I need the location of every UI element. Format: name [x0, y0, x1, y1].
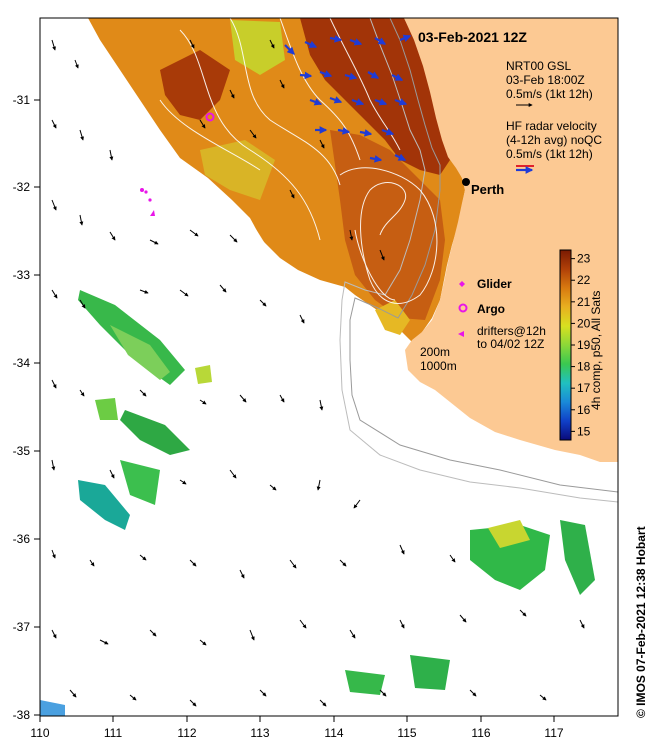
colorbar-tick-label: 22 [577, 273, 591, 287]
drifter-tracks [140, 188, 155, 216]
x-tick-label: 116 [471, 726, 490, 740]
colorbar-tick-label: 23 [577, 252, 591, 266]
x-tick-label: 115 [397, 726, 416, 740]
imos-credit: © IMOS 07-Feb-2021 12:38 Hobart [634, 526, 648, 718]
isobath-1000-label: 1000m [420, 359, 457, 373]
sst-cool-patch-2 [120, 410, 190, 455]
x-tick-label: 117 [544, 726, 563, 740]
sst-cool-patch-6 [410, 655, 450, 690]
colorbar-tick-label: 17 [577, 381, 591, 395]
isobath-1000m [339, 18, 618, 503]
sst-cool-patch-7 [345, 670, 385, 695]
sst-small-yellow-1 [195, 365, 212, 384]
y-tick-label: -35 [13, 444, 31, 458]
plot-frame [39, 17, 619, 717]
y-tick-label: -31 [13, 93, 31, 107]
model-legend-time: 03-Feb 18:00Z [506, 73, 585, 87]
y-axis: -31 -32 -33 -34 -35 -36 -37 -38 [13, 93, 40, 722]
x-tick-label: 110 [30, 726, 49, 740]
sst-yellow-patch [200, 140, 275, 200]
radar-legend-scale: 0.5m/s (1kt 12h) [506, 147, 593, 161]
x-tick-label: 112 [177, 726, 196, 740]
glider-legend-label: Glider [477, 277, 512, 291]
x-tick-label: 113 [250, 726, 269, 740]
sst-cool-patch-8 [95, 398, 118, 420]
hf-radar-arrows [284, 34, 412, 163]
y-tick-label: -34 [13, 356, 31, 370]
model-current-arrows [51, 39, 585, 707]
perth-marker [462, 178, 470, 186]
colorbar-tick-label: 21 [577, 295, 591, 309]
city-label-perth: Perth [471, 182, 504, 197]
sst-cool-patch-5 [560, 520, 595, 595]
sst-small-blue-1 [40, 700, 65, 716]
radar-legend-sub: (4-12h avg) noQC [506, 133, 602, 147]
radar-legend-title: HF radar velocity [506, 119, 597, 133]
model-legend-title: NRT00 GSL [506, 59, 571, 73]
y-tick-label: -33 [13, 268, 31, 282]
colorbar-tick-label: 19 [577, 338, 591, 352]
x-tick-label: 111 [104, 726, 123, 740]
model-legend-scale: 0.5m/s (1kt 12h) [506, 87, 593, 101]
colorbar-tick-label: 20 [577, 316, 591, 330]
argo-legend-icon [458, 303, 468, 313]
sst-yellow-patch3 [375, 300, 410, 335]
colorbar-label: 4h comp, p50, All Sats [589, 291, 603, 410]
sst-warm-inner [330, 130, 445, 320]
sst-cool-patch-1b [110, 325, 170, 380]
drifter-legend-line2: to 04/02 12Z [477, 337, 544, 351]
colorbar-tick-label: 16 [577, 403, 591, 417]
sst-cool-patch-4 [470, 525, 550, 590]
drifter-legend-icon [458, 331, 464, 337]
y-tick-label: -37 [13, 620, 31, 634]
y-tick-label: -32 [13, 180, 31, 194]
map-date-title: 03-Feb-2021 12Z [418, 29, 527, 45]
sst-cool-patch-4b [488, 520, 530, 548]
isobath-200-label: 200m [420, 345, 450, 359]
colorbar-tick-label: 15 [577, 424, 591, 438]
glider-legend-icon [459, 281, 465, 287]
x-tick-label: 114 [324, 726, 343, 740]
sst-cool-patch-3b [120, 460, 160, 505]
sst-cool-patch-3 [78, 480, 130, 530]
y-tick-label: -36 [13, 532, 31, 546]
colorbar-tick-label: 18 [577, 360, 591, 374]
x-axis: 110 111 112 113 114 115 116 117 [30, 716, 564, 740]
y-tick-label: -38 [13, 708, 31, 722]
argo-legend-label: Argo [477, 302, 505, 316]
drifter-legend-line1: drifters@12h [477, 324, 546, 338]
sst-colorbar: 23 22 21 20 19 18 17 16 15 4h comp, p50, All Sat… [559, 249, 603, 441]
isobath-200m [349, 18, 618, 493]
argo-float-marker [205, 112, 215, 122]
